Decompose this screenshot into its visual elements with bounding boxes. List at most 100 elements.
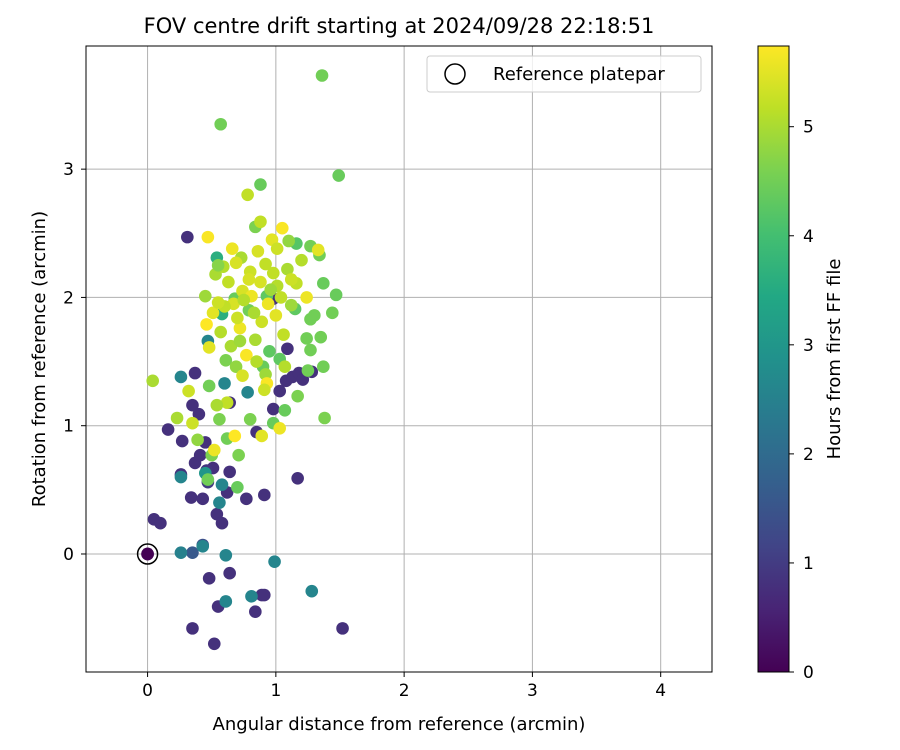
data-point	[229, 360, 243, 373]
data-point	[317, 277, 330, 290]
data-point	[300, 291, 313, 304]
data-point	[240, 492, 253, 506]
data-point	[278, 360, 292, 373]
data-point	[174, 370, 188, 384]
data-point	[249, 333, 262, 347]
colorbar-tick-label: 4	[803, 227, 814, 247]
data-point	[219, 548, 233, 562]
colorbar-label: Hours from first FF file	[824, 259, 845, 460]
data-point	[174, 546, 188, 560]
reference-point	[141, 547, 154, 561]
data-point	[241, 188, 254, 202]
data-point	[181, 230, 194, 244]
data-point	[186, 546, 199, 560]
data-point	[202, 341, 216, 354]
data-point	[223, 566, 236, 580]
data-point	[186, 622, 199, 635]
y-axis-label: Rotation from reference (arcmin)	[29, 211, 50, 507]
data-point	[273, 421, 287, 435]
colorbar-tick-label: 0	[803, 663, 814, 683]
data-point	[192, 407, 206, 421]
data-point	[281, 262, 294, 276]
chart-title: FOV centre drift starting at 2024/09/28 …	[144, 14, 655, 38]
colorbar-tick-label: 1	[803, 554, 814, 574]
data-point	[233, 321, 247, 335]
data-point	[154, 516, 167, 530]
data-point	[196, 492, 210, 506]
reference-marker	[136, 543, 159, 565]
y-tick-label: 1	[63, 417, 74, 437]
data-point	[301, 364, 315, 377]
data-point	[274, 291, 288, 304]
data-point	[174, 470, 188, 484]
data-point	[258, 383, 271, 397]
data-point	[207, 443, 221, 457]
data-point	[201, 473, 215, 486]
y-axis-ticks: 0 1 2 3	[63, 160, 86, 565]
data-point	[282, 234, 295, 248]
data-point	[219, 595, 233, 608]
data-point	[255, 429, 269, 443]
data-point	[223, 465, 236, 479]
data-point	[261, 297, 275, 311]
data-point	[222, 275, 235, 289]
data-point	[277, 328, 290, 341]
data-point	[281, 342, 294, 356]
data-point	[325, 306, 339, 320]
data-point	[188, 366, 202, 380]
data-point	[268, 555, 281, 568]
data-point	[304, 312, 317, 326]
data-point	[213, 412, 226, 426]
data-point	[186, 398, 199, 412]
data-point	[161, 423, 175, 436]
data-point	[266, 402, 280, 416]
data-point	[231, 480, 244, 494]
data-point	[202, 379, 216, 393]
data-point	[228, 429, 242, 443]
legend: Reference platepar	[426, 55, 702, 93]
data-point	[196, 539, 210, 553]
colorbar: 0 1 2 3 4 5 Hours from first FF file	[757, 45, 845, 683]
data-point	[237, 293, 251, 307]
data-point	[251, 244, 265, 258]
data-point	[218, 377, 231, 390]
data-point	[198, 289, 212, 303]
data-point	[232, 448, 245, 462]
data-point	[242, 273, 256, 286]
data-point	[207, 637, 221, 651]
data-point	[291, 389, 304, 403]
x-tick-label: 1	[270, 681, 281, 701]
data-point	[245, 590, 258, 603]
y-tick-label: 2	[63, 288, 74, 308]
data-point	[210, 398, 224, 412]
data-point	[318, 411, 331, 425]
data-point	[332, 169, 346, 182]
x-tick-label: 0	[142, 681, 153, 701]
data-point	[241, 386, 254, 399]
data-point	[263, 345, 276, 358]
legend-label: Reference platepar	[493, 64, 665, 85]
data-point	[191, 433, 204, 447]
data-point	[300, 332, 313, 345]
data-point	[258, 488, 271, 502]
x-axis-label: Angular distance from reference (arcmin)	[213, 714, 586, 735]
data-point	[231, 311, 244, 325]
data-point	[317, 360, 330, 373]
legend-box	[426, 55, 702, 93]
data-point	[201, 230, 215, 244]
data-point	[202, 572, 216, 585]
colorbar-ticks: 0 1 2 3 4 5	[789, 118, 814, 683]
data-point	[215, 478, 229, 492]
grid-lines	[86, 46, 712, 672]
data-point	[255, 315, 269, 329]
data-point	[278, 404, 292, 417]
data-point	[220, 396, 234, 409]
colorbar-tick-label: 5	[803, 118, 814, 138]
data-point	[304, 343, 317, 357]
data-point	[214, 117, 227, 131]
x-axis-ticks: 0 1 2 3 4	[142, 672, 666, 701]
data-point	[314, 330, 328, 344]
x-tick-label: 2	[399, 681, 410, 701]
data-point	[254, 215, 267, 229]
